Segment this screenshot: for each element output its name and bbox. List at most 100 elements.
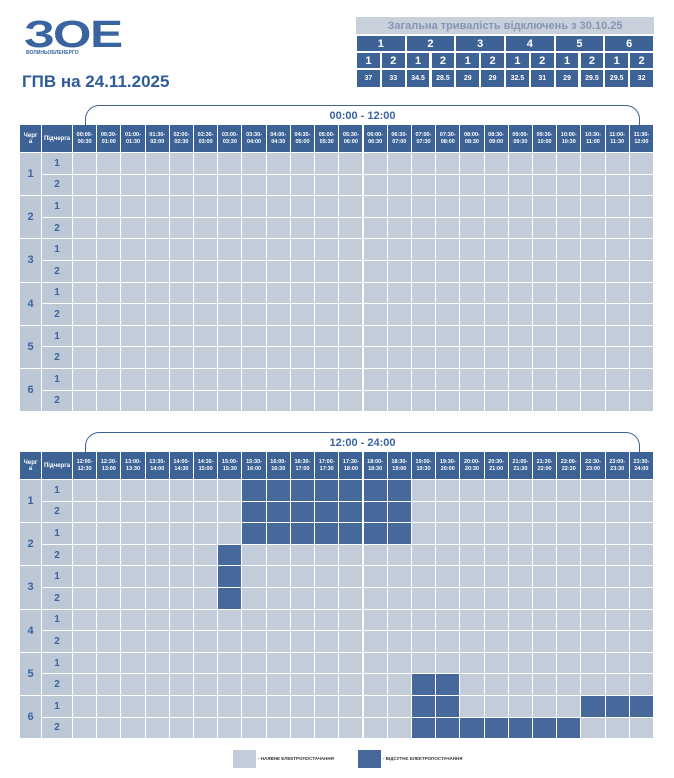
power-cell xyxy=(605,390,629,412)
power-cell xyxy=(460,501,484,523)
outage-cell xyxy=(557,717,581,739)
power-cell xyxy=(290,153,315,174)
queue-header: Черга xyxy=(20,125,41,152)
power-cell xyxy=(508,390,532,412)
power-cell xyxy=(508,588,532,609)
power-cell xyxy=(266,609,290,631)
power-cell xyxy=(532,544,557,566)
slot-header: 13:00-13:30 xyxy=(121,452,145,479)
power-cell xyxy=(218,282,242,304)
slot-header: 05:30-06:00 xyxy=(339,125,363,152)
power-cell xyxy=(387,196,411,217)
power-cell xyxy=(581,217,605,239)
outage-cell xyxy=(581,696,605,717)
power-cell xyxy=(532,696,557,717)
power-cell xyxy=(557,696,581,717)
power-cell xyxy=(97,325,121,347)
power-cell xyxy=(581,501,605,523)
power-cell xyxy=(532,674,557,695)
power-cell xyxy=(315,196,339,217)
power-cell xyxy=(169,696,194,717)
power-cell xyxy=(97,347,121,368)
power-cell xyxy=(581,174,605,196)
power-cell xyxy=(363,631,387,652)
power-cell xyxy=(266,196,290,217)
power-cell xyxy=(605,674,629,695)
outage-cell xyxy=(411,696,436,717)
power-cell xyxy=(194,325,218,347)
power-cell xyxy=(436,347,460,368)
power-cell xyxy=(194,153,218,174)
power-cell xyxy=(629,261,653,282)
outage-cell xyxy=(266,501,290,523)
power-cell xyxy=(73,261,97,282)
power-cell xyxy=(145,566,169,587)
power-cell xyxy=(315,239,339,260)
power-cell xyxy=(508,523,532,544)
summary-value: 37 xyxy=(357,70,380,87)
power-cell xyxy=(145,217,169,239)
power-cell xyxy=(97,390,121,412)
power-cell xyxy=(436,282,460,304)
legend-swatch xyxy=(233,750,256,768)
power-cell xyxy=(315,153,339,174)
power-cell xyxy=(145,304,169,325)
outage-cell xyxy=(387,523,411,544)
power-cell xyxy=(290,347,315,368)
power-cell xyxy=(242,544,266,566)
power-cell xyxy=(484,609,508,631)
power-cell xyxy=(121,588,145,609)
power-cell xyxy=(121,325,145,347)
power-cell xyxy=(169,588,194,609)
power-cell xyxy=(315,652,339,674)
power-cell xyxy=(581,325,605,347)
power-cell xyxy=(121,523,145,544)
power-cell xyxy=(363,153,387,174)
power-cell xyxy=(218,631,242,652)
summary-queue: 3 xyxy=(456,36,504,51)
power-cell xyxy=(266,369,290,390)
power-cell xyxy=(460,325,484,347)
power-cell xyxy=(629,304,653,325)
power-cell xyxy=(411,652,436,674)
summary-subqueue: 1 xyxy=(605,53,629,68)
power-cell xyxy=(73,652,97,674)
summary-value: 31 xyxy=(530,70,554,87)
outage-cell xyxy=(218,566,242,587)
power-cell xyxy=(73,217,97,239)
power-cell xyxy=(581,282,605,304)
subqueue-label: 1 xyxy=(42,239,72,260)
power-cell xyxy=(411,282,436,304)
power-cell xyxy=(484,325,508,347)
power-cell xyxy=(460,566,484,587)
power-cell xyxy=(339,390,363,412)
power-cell xyxy=(581,369,605,390)
power-cell xyxy=(605,501,629,523)
power-cell xyxy=(169,261,194,282)
power-cell xyxy=(242,196,266,217)
power-cell xyxy=(194,566,218,587)
subqueue-label: 2 xyxy=(42,631,72,652)
power-cell xyxy=(290,674,315,695)
power-cell xyxy=(266,261,290,282)
power-cell xyxy=(339,153,363,174)
slot-header: 20:00-20:30 xyxy=(460,452,484,479)
power-cell xyxy=(194,347,218,368)
summary-subqueue: 2 xyxy=(580,53,604,68)
power-cell xyxy=(387,282,411,304)
power-cell xyxy=(629,282,653,304)
power-cell xyxy=(460,390,484,412)
power-cell xyxy=(97,217,121,239)
outage-cell xyxy=(411,674,436,695)
power-cell xyxy=(387,696,411,717)
power-cell xyxy=(460,609,484,631)
power-cell xyxy=(242,282,266,304)
power-cell xyxy=(557,282,581,304)
slot-header: 19:00-19:30 xyxy=(411,452,436,479)
power-cell xyxy=(121,239,145,260)
power-cell xyxy=(242,609,266,631)
power-cell xyxy=(581,566,605,587)
summary-value: 29.5 xyxy=(580,70,604,87)
power-cell xyxy=(436,480,460,501)
